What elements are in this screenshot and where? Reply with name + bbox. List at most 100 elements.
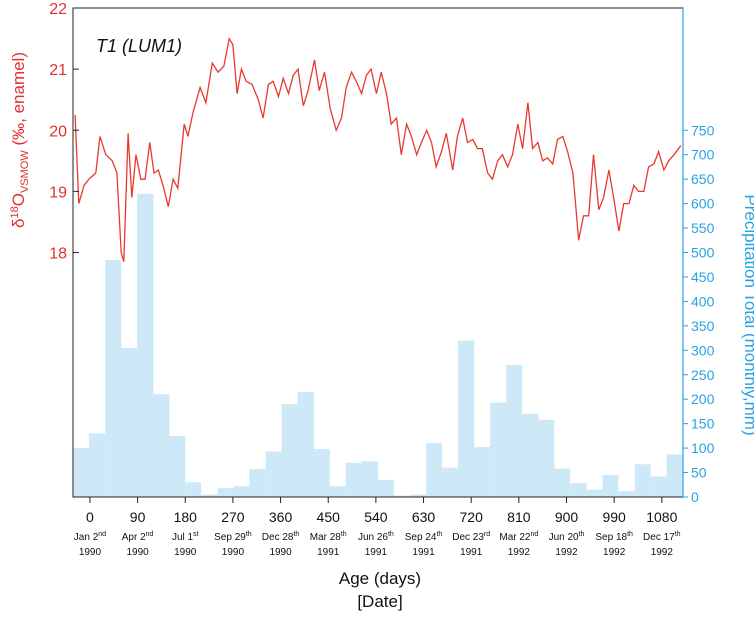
date-year: 1990: [126, 547, 149, 558]
date-year: 1992: [508, 547, 531, 558]
y-tick-label: 19: [49, 184, 67, 201]
bar: [137, 193, 154, 497]
x-tick-label: 360: [269, 509, 293, 525]
date-day: Dec 28: [262, 532, 294, 543]
y-axis-label: δ18OVSMOW (‰, enamel): [9, 52, 31, 228]
date-ordinal: th: [579, 531, 585, 538]
bar: [570, 483, 587, 497]
x-axis-label-2: [Date]: [357, 592, 402, 611]
date-year: 1991: [317, 547, 340, 558]
date-ordinal: st: [193, 531, 199, 538]
date-day: Jun 20: [549, 532, 579, 543]
bar: [297, 391, 314, 497]
date-year: 1990: [79, 547, 102, 558]
date-label: Apr 2nd: [122, 531, 154, 543]
date-ordinal: rd: [484, 531, 490, 538]
bar: [602, 474, 619, 497]
date-year: 1990: [269, 547, 292, 558]
y2-tick-label: 0: [691, 489, 699, 505]
x-tick-label: 270: [221, 509, 245, 525]
date-day: Mar 28: [310, 532, 342, 543]
annotation: T1 (LUM1): [96, 36, 182, 56]
x-tick-label: 180: [174, 509, 198, 525]
date-label: Jun 26th: [358, 531, 394, 543]
y-tick-label: 21: [49, 62, 67, 79]
date-ordinal: th: [293, 531, 299, 538]
date-day: Mar 22: [499, 532, 531, 543]
date-label: Dec 28th: [262, 531, 300, 543]
date-year: 1992: [603, 547, 626, 558]
bar: [474, 447, 491, 497]
y2-tick-label: 150: [691, 416, 715, 432]
bar: [88, 433, 106, 497]
y-tick-label: 18: [49, 246, 67, 263]
bar: [426, 443, 443, 497]
date-year: 1990: [174, 547, 197, 558]
bar: [265, 451, 282, 497]
y2-tick-label: 600: [691, 196, 715, 212]
bar: [378, 479, 394, 497]
x-tick-label: 90: [130, 509, 146, 525]
bar: [586, 489, 603, 497]
bar: [442, 467, 458, 497]
y2-tick-label: 250: [691, 367, 715, 383]
y2-tick-label: 550: [691, 220, 715, 236]
date-ordinal: th: [675, 531, 681, 538]
x-tick-label: 900: [555, 509, 579, 525]
date-label: Mar 28th: [310, 531, 347, 543]
date-label: Jul 1st: [172, 531, 199, 543]
date-label: Sep 24th: [405, 531, 443, 543]
bar: [393, 495, 410, 497]
bar: [73, 448, 89, 497]
bar: [105, 259, 122, 497]
x-axis-label: Age (days): [339, 569, 421, 588]
date-label: Jan 2nd: [74, 531, 106, 543]
y-tick-label: 20: [49, 123, 67, 140]
date-ordinal: th: [388, 531, 394, 538]
bar: [233, 486, 250, 497]
date-year: 1991: [460, 547, 483, 558]
bar: [249, 469, 266, 497]
date-ordinal: nd: [531, 531, 539, 538]
bar: [457, 340, 475, 497]
date-label: Jun 20th: [549, 531, 585, 543]
bar: [538, 419, 555, 497]
bar: [329, 486, 346, 497]
bar: [666, 454, 683, 497]
date-year: 1992: [555, 547, 578, 558]
date-ordinal: th: [436, 531, 442, 538]
y2-tick-label: 400: [691, 293, 715, 309]
x-tick-label: 630: [412, 509, 436, 525]
y-label-main: O: [9, 193, 28, 206]
date-label: Dec 17th: [643, 531, 681, 543]
y2-tick-label: 650: [691, 171, 715, 187]
y2-tick-label: 300: [691, 342, 715, 358]
bar: [506, 364, 523, 497]
date-ordinal: nd: [146, 531, 154, 538]
bar: [554, 468, 571, 497]
bar: [281, 404, 298, 497]
x-tick-label: 990: [602, 509, 626, 525]
bar: [634, 464, 651, 497]
y2-tick-label: 500: [691, 245, 715, 261]
date-day: Sep 18: [595, 532, 627, 543]
date-year: 1992: [651, 547, 674, 558]
date-day: Sep 24: [405, 532, 437, 543]
bar: [361, 461, 378, 497]
date-ordinal: nd: [98, 531, 106, 538]
bar: [345, 462, 362, 497]
bar: [185, 482, 202, 497]
date-ordinal: th: [627, 531, 633, 538]
bar: [201, 494, 218, 497]
bar: [217, 488, 234, 497]
date-year: 1991: [365, 547, 388, 558]
bar: [169, 435, 186, 497]
bar: [121, 347, 138, 497]
bar: [153, 394, 170, 497]
y2-axis-label: Precipitation Total (monthly,mm): [741, 194, 754, 435]
bar: [490, 402, 507, 497]
x-tick-label: 0: [86, 509, 94, 525]
y2-tick-label: 700: [691, 147, 715, 163]
x-tick-label: 540: [364, 509, 388, 525]
